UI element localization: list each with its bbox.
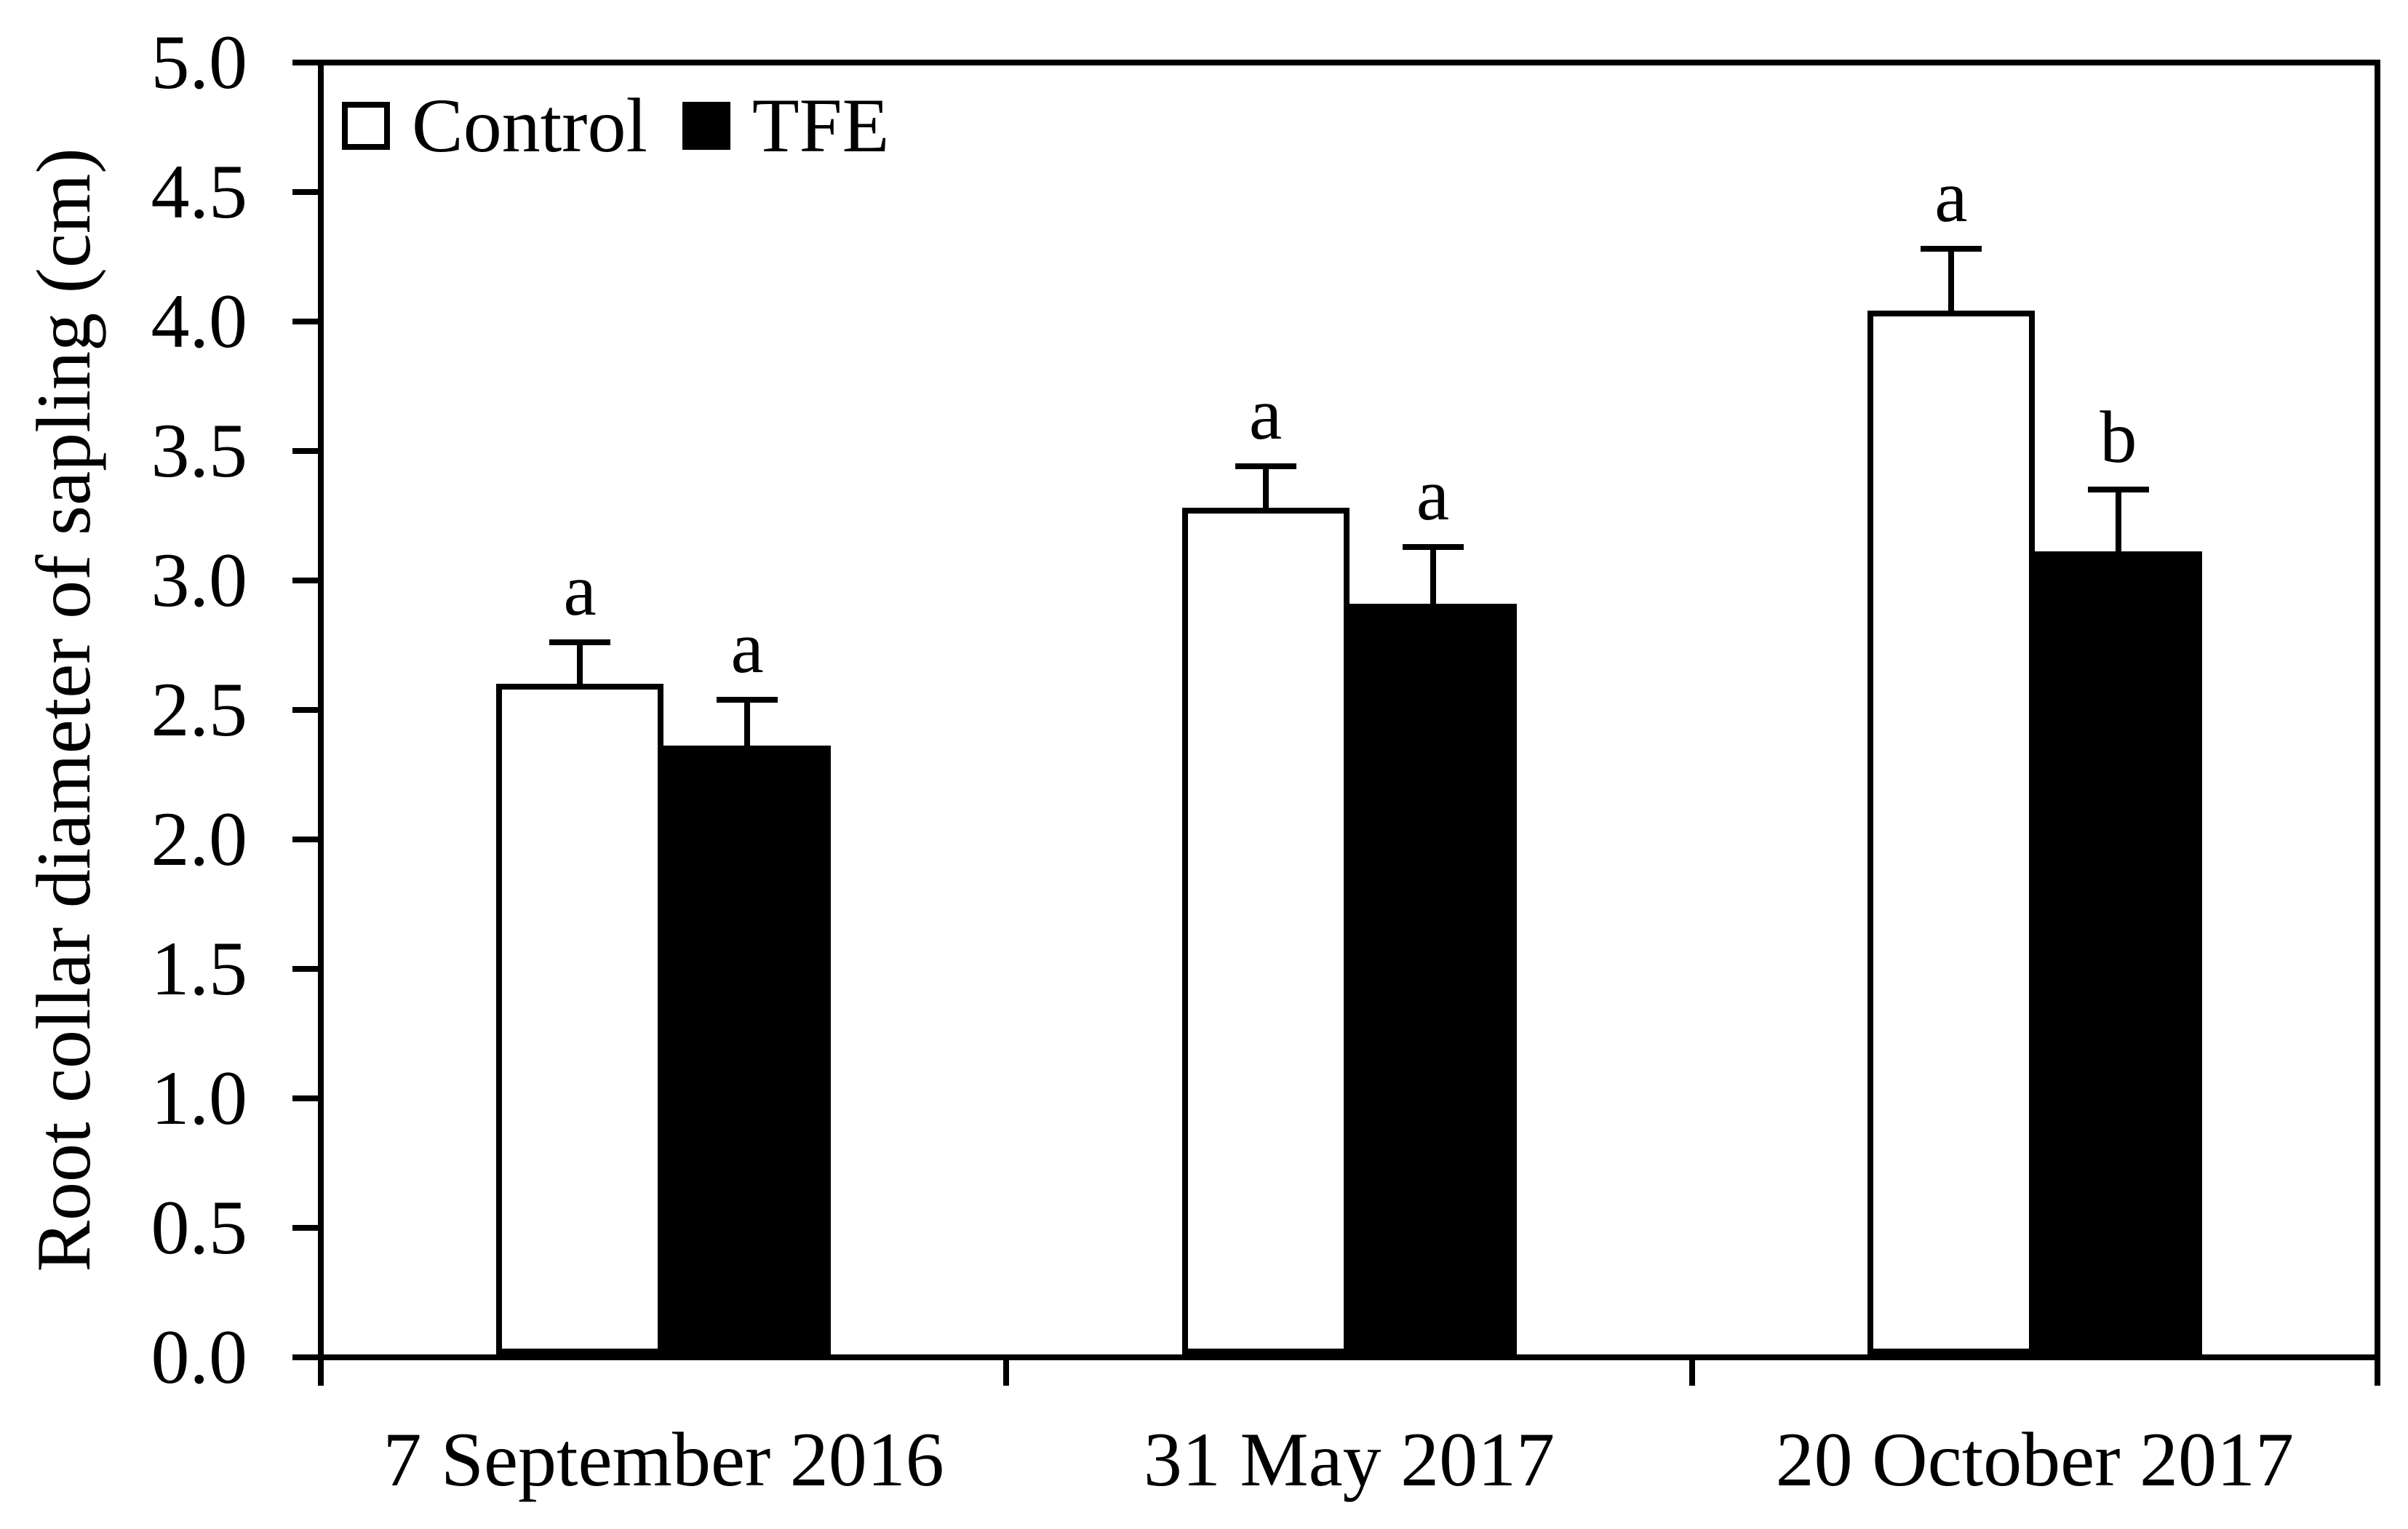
error-bar-stem xyxy=(1430,543,1436,604)
y-tick-mark xyxy=(292,1354,318,1360)
error-bar-stem xyxy=(1262,463,1269,508)
y-tick-label: 2.0 xyxy=(151,797,248,882)
legend-label-control: Control xyxy=(412,83,647,168)
x-tick-mark xyxy=(318,1360,324,1386)
y-tick-mark xyxy=(292,966,318,972)
legend-entry-tfe: TFE xyxy=(682,87,889,164)
y-tick-label: 3.0 xyxy=(151,538,248,623)
y-tick-label: 4.5 xyxy=(151,149,248,234)
bar-tfe-2 xyxy=(2034,551,2202,1354)
error-bar-stem xyxy=(744,696,751,746)
x-tick-mark xyxy=(1003,1360,1010,1386)
y-tick-label: 4.0 xyxy=(151,279,248,364)
y-tick-label: 2.5 xyxy=(151,667,248,752)
bar-tfe-1 xyxy=(1349,603,1517,1354)
y-tick-mark xyxy=(292,60,318,65)
x-category-label: 20 October 2017 xyxy=(1775,1417,2295,1502)
legend: Control TFE xyxy=(342,87,889,164)
error-bar-cap xyxy=(1235,463,1296,470)
x-tick-mark xyxy=(2375,1360,2380,1386)
x-tick-mark xyxy=(1689,1360,1695,1386)
significance-letter: a xyxy=(1416,453,1450,536)
bar-control-0 xyxy=(496,683,664,1354)
legend-swatch-tfe-icon xyxy=(682,102,730,150)
y-tick-mark xyxy=(292,448,318,454)
y-tick-label: 0.5 xyxy=(151,1185,248,1270)
significance-letter: a xyxy=(730,606,764,689)
y-tick-mark xyxy=(292,319,318,324)
y-tick-mark xyxy=(292,578,318,583)
error-bar-stem xyxy=(2115,487,2121,552)
legend-label-tfe: TFE xyxy=(751,83,890,168)
y-tick-label: 5.0 xyxy=(151,20,248,105)
legend-entry-control: Control xyxy=(342,87,647,164)
x-category-label: 31 May 2017 xyxy=(1143,1417,1555,1502)
error-bar-stem xyxy=(1947,246,1954,311)
x-category-label: 7 September 2016 xyxy=(383,1417,944,1502)
error-bar-cap xyxy=(717,696,778,703)
y-tick-mark xyxy=(292,1095,318,1101)
significance-letter: a xyxy=(1934,156,1968,239)
error-bar-cap xyxy=(1920,246,1982,252)
y-tick-mark xyxy=(292,189,318,195)
y-tick-label: 0.0 xyxy=(151,1314,248,1400)
error-bar-stem xyxy=(577,639,583,684)
y-tick-label: 3.5 xyxy=(151,408,248,493)
y-tick-label: 1.5 xyxy=(151,926,248,1011)
error-bar-cap xyxy=(2087,487,2149,493)
legend-swatch-control-icon xyxy=(342,102,390,150)
bar-tfe-0 xyxy=(663,746,832,1354)
y-tick-mark xyxy=(292,1225,318,1231)
bar-control-1 xyxy=(1181,507,1349,1354)
bar-control-2 xyxy=(1867,311,2035,1354)
error-bar-cap xyxy=(1402,543,1464,550)
y-tick-mark xyxy=(292,837,318,842)
error-bar-cap xyxy=(549,639,611,646)
significance-letter: b xyxy=(2100,396,2137,479)
y-tick-label: 1.0 xyxy=(151,1055,248,1141)
significance-letter: a xyxy=(1248,373,1283,456)
y-tick-mark xyxy=(292,707,318,713)
significance-letter: a xyxy=(563,549,597,632)
